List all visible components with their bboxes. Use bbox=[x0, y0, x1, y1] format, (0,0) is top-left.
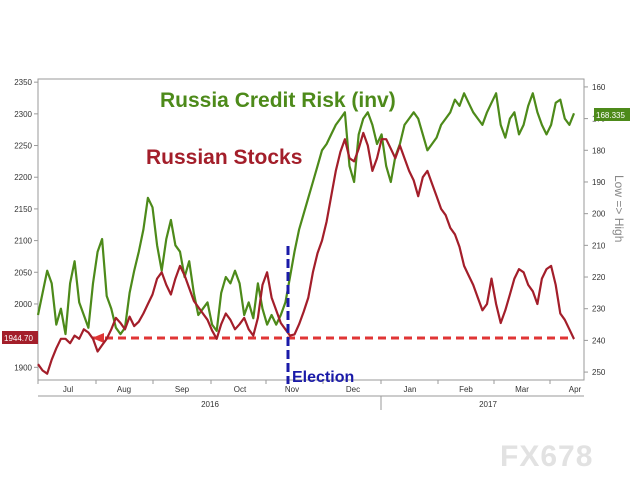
month-label: Aug bbox=[117, 385, 131, 394]
watermark: FX678 bbox=[500, 440, 593, 473]
right-tick-label: 190 bbox=[592, 178, 606, 187]
right-tick-label: 230 bbox=[592, 305, 606, 314]
left-tick-label: 1900 bbox=[14, 363, 32, 372]
x-axis-years: 2016 2017 bbox=[201, 400, 497, 409]
month-label: Feb bbox=[459, 385, 473, 394]
month-label: Sep bbox=[175, 385, 190, 394]
year-label: 2017 bbox=[479, 400, 497, 409]
month-label: Jan bbox=[404, 385, 417, 394]
right-axis-label: Low => High bbox=[612, 175, 626, 242]
month-label: Oct bbox=[234, 385, 247, 394]
left-tick-label: 2050 bbox=[14, 268, 32, 277]
stocks-last-value-badge bbox=[2, 331, 38, 344]
right-tick-label: 240 bbox=[592, 336, 606, 345]
left-axis: 1900195020002050210021502200225023002350 bbox=[14, 78, 38, 372]
credit-last-value: 168.335 bbox=[596, 111, 625, 120]
month-label: Dec bbox=[346, 385, 360, 394]
month-label: Apr bbox=[569, 385, 582, 394]
left-tick-label: 2350 bbox=[14, 78, 32, 87]
left-tick-label: 2150 bbox=[14, 205, 32, 214]
month-label: Mar bbox=[515, 385, 529, 394]
chart-title: Russia Credit Risk (inv) bbox=[160, 89, 396, 112]
right-tick-label: 220 bbox=[592, 273, 606, 282]
right-tick-label: 180 bbox=[592, 146, 606, 155]
support-arrowhead bbox=[92, 333, 104, 343]
month-label: Jul bbox=[63, 385, 73, 394]
stocks-last-value: 1944.70 bbox=[4, 334, 33, 343]
left-tick-label: 2000 bbox=[14, 300, 32, 309]
right-tick-label: 210 bbox=[592, 241, 606, 250]
credit-last-value-badge bbox=[594, 108, 630, 121]
chart-subtitle: Russian Stocks bbox=[146, 146, 302, 169]
election-label: Election bbox=[292, 369, 354, 386]
left-tick-label: 2100 bbox=[14, 237, 32, 246]
series-line-russian-stocks bbox=[37, 131, 575, 375]
year-label: 2016 bbox=[201, 400, 219, 409]
right-tick-label: 250 bbox=[592, 368, 606, 377]
right-tick-label: 160 bbox=[592, 83, 606, 92]
month-label: Nov bbox=[285, 385, 299, 394]
left-tick-label: 2200 bbox=[14, 173, 32, 182]
left-tick-label: 2250 bbox=[14, 142, 32, 151]
series-line-russia-credit-risk bbox=[36, 92, 576, 336]
x-axis-months: Jul Aug Sep Oct Nov Dec Jan Feb Mar Apr bbox=[37, 380, 582, 410]
right-tick-label: 200 bbox=[592, 210, 606, 219]
left-tick-label: 2300 bbox=[14, 110, 32, 119]
right-axis: 160170180190200210220230240250 bbox=[583, 79, 606, 380]
